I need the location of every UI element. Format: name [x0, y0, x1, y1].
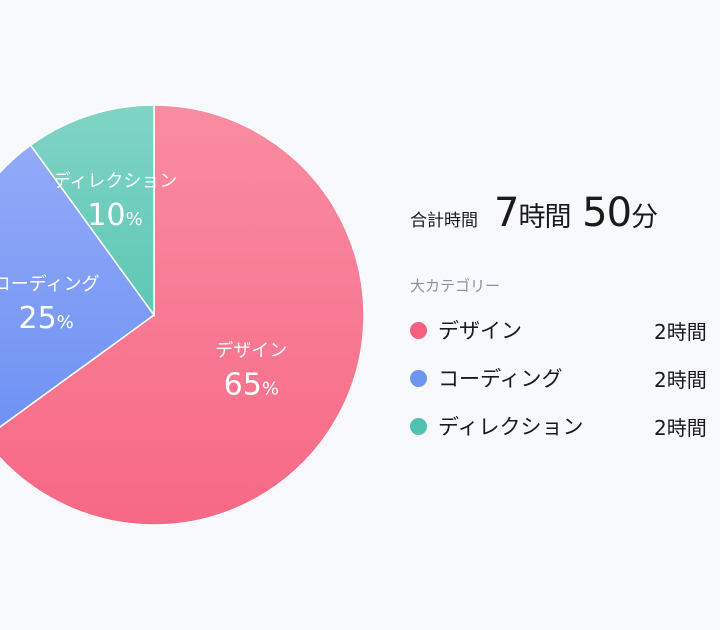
total-time: 合計時間 7時間 50分 — [410, 190, 658, 236]
slice-label-design: デザイン — [215, 341, 287, 362]
pie-slice-design — [0, 104, 365, 526]
total-time-value: 7時間 50分 — [494, 190, 658, 236]
legend-dot-icon — [410, 321, 427, 339]
slice-value-design: 65% — [224, 368, 279, 403]
legend-item-coding: コーディング 2時間 — [410, 363, 707, 393]
pie-slice-coding — [0, 144, 156, 428]
slice-label-direction: ディレクション — [53, 171, 178, 192]
slice-value-direction: 10% — [87, 198, 142, 233]
legend-dot-icon — [410, 417, 427, 435]
legend-dot-icon — [410, 369, 427, 387]
total-time-label: 合計時間 — [410, 211, 478, 231]
pie-slice-direction — [29, 104, 155, 318]
slice-value-coding: 25% — [18, 301, 73, 336]
legend-item-design: デザイン 2時間 — [410, 315, 707, 345]
slice-label-coding: コーディング — [0, 274, 100, 295]
legend-item-direction: ディレクション 2時間 — [410, 411, 707, 441]
legend-title: 大カテゴリー — [410, 277, 501, 295]
